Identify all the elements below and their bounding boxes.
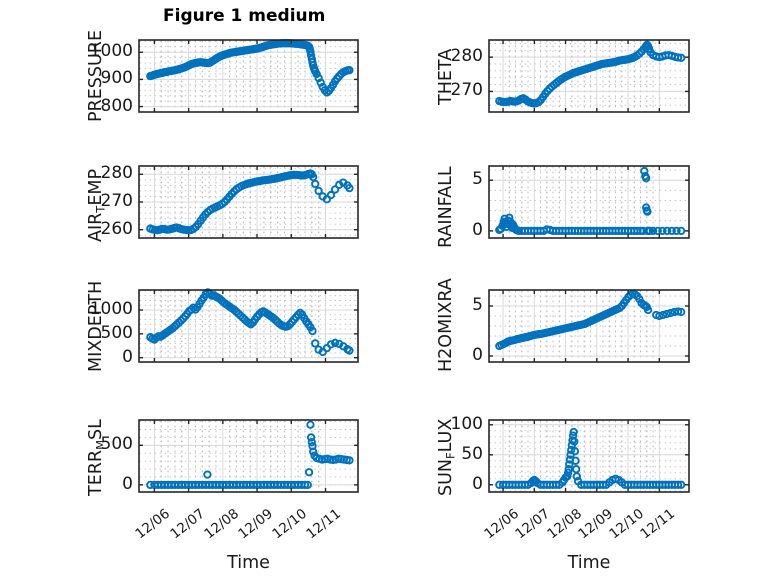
axis-ticks bbox=[489, 40, 689, 112]
panel-top-right bbox=[488, 39, 690, 113]
panel-bot-left bbox=[138, 288, 359, 363]
ytick-label: 280 bbox=[100, 163, 133, 184]
major-grid bbox=[489, 290, 689, 362]
ytick-label: 5 bbox=[472, 169, 483, 190]
ylabel-tail: EMP bbox=[86, 168, 106, 206]
axis-ticks bbox=[139, 40, 358, 112]
ytick-label: 260 bbox=[100, 218, 133, 239]
figure-title: Figure 1 medium bbox=[163, 6, 326, 26]
ytick-label: 1000 bbox=[89, 299, 133, 320]
ytick-label: 270 bbox=[100, 191, 133, 211]
major-grid bbox=[489, 166, 689, 238]
ytick-label: 900 bbox=[100, 68, 133, 89]
ytick-label: 800 bbox=[100, 95, 133, 116]
major-grid bbox=[139, 290, 358, 362]
ylabel-main: SUN bbox=[436, 458, 456, 496]
ylabel-subscript: M bbox=[93, 439, 108, 450]
ytick-label: 0 bbox=[122, 346, 133, 367]
ylabel-mid-right: RAINFALL bbox=[436, 165, 456, 248]
ylabel-bot2-left: TERRMSL bbox=[86, 419, 107, 496]
data-series-markers bbox=[146, 39, 354, 97]
axis-ticks bbox=[489, 420, 689, 492]
minor-grid bbox=[489, 166, 689, 238]
panel-mid-right bbox=[488, 165, 690, 239]
panel-bot2-right bbox=[488, 419, 690, 493]
axis-ticks bbox=[489, 290, 689, 362]
ytick-label: 500 bbox=[100, 322, 133, 343]
axis-ticks bbox=[139, 166, 358, 238]
ylabel-main: AIR bbox=[86, 212, 106, 242]
ytick-label: 0 bbox=[122, 473, 133, 494]
ylabel-tail: LUX bbox=[436, 418, 456, 453]
ylabel-main: TERR bbox=[86, 449, 106, 496]
panel-bot2-left bbox=[138, 419, 359, 493]
ylabel-top-right: THETA bbox=[436, 48, 456, 105]
data-series-markers bbox=[495, 289, 686, 351]
panel-bot-right bbox=[488, 289, 690, 363]
ytick-label: 5 bbox=[472, 295, 483, 315]
ytick-label: 270 bbox=[450, 80, 483, 101]
ytick-label: 500 bbox=[100, 434, 133, 455]
xlabel-bot2-right: Time bbox=[567, 553, 611, 573]
data-series-markers bbox=[495, 427, 686, 489]
ylabel-top-left: PRESSURE bbox=[86, 29, 106, 122]
axis-ticks bbox=[489, 166, 689, 238]
axis-ticks bbox=[139, 290, 358, 362]
data-series-markers bbox=[146, 288, 354, 357]
data-series-markers bbox=[495, 166, 686, 236]
panel-top-left bbox=[138, 39, 359, 113]
ytick-label: 100 bbox=[450, 413, 483, 434]
xlabel-bot2-left: Time bbox=[227, 553, 270, 573]
data-series-markers bbox=[146, 420, 354, 490]
ylabel-bot-right: H2OMIXRA bbox=[436, 277, 456, 372]
ylabel-bot2-right: SUNFLUX bbox=[436, 419, 457, 496]
ylabel-subscript: T bbox=[93, 205, 108, 213]
major-grid bbox=[139, 420, 358, 492]
ytick-label: 280 bbox=[450, 46, 483, 67]
ylabel-subscript: F bbox=[443, 452, 458, 459]
ylabel-mid-left: AIRTEMP bbox=[86, 169, 107, 242]
ytick-label: 50 bbox=[461, 443, 483, 464]
axis-ticks bbox=[139, 420, 358, 492]
ytick-label: 1000 bbox=[89, 41, 133, 62]
ytick-label: 0 bbox=[472, 473, 483, 494]
ytick-label: 0 bbox=[472, 219, 483, 240]
data-series-markers bbox=[146, 169, 354, 235]
panel-mid-left bbox=[138, 165, 359, 239]
ylabel-bot-left: MIXDEPTH bbox=[86, 280, 106, 372]
ylabel-tail: SL bbox=[86, 419, 106, 440]
data-series-markers bbox=[495, 40, 686, 108]
ytick-label: 0 bbox=[472, 345, 483, 365]
